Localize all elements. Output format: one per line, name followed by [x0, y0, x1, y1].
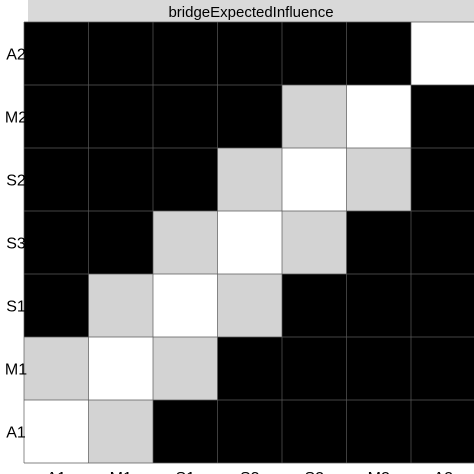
heatmap-cell-S3-A1: [24, 211, 89, 274]
heatmap-cell-M1-M2: [346, 337, 411, 400]
heatmap-cell-S1-A2: [411, 274, 474, 337]
chart-title: bridgeExpectedInfluence: [168, 4, 333, 21]
heatmap-cell-M2-S3: [217, 85, 282, 148]
y-tick-label-M2: M2: [5, 110, 27, 127]
heatmap-cell-S2-S2: [282, 148, 347, 211]
heatmap-cell-A2-A1: [24, 22, 89, 85]
y-tick-label-S3: S3: [6, 236, 26, 253]
heatmap-cell-S2-M2: [346, 148, 411, 211]
heatmap-cell-M1-A1: [24, 337, 89, 400]
y-tick-labels: A2 M2 S2 S3 S1 M1 A1: [5, 47, 27, 442]
heatmap-cell-M2-S1: [153, 85, 218, 148]
heatmap-cell-M2-A2: [411, 85, 474, 148]
y-tick-label-S2: S2: [6, 173, 26, 190]
heatmap-cell-M1-M1: [88, 337, 153, 400]
heatmap-cell-M2-S2: [282, 85, 347, 148]
heatmap-cell-M1-A2: [411, 337, 474, 400]
heatmap-cell-M2-M2: [346, 85, 411, 148]
heatmap-cell-A2-S1: [153, 22, 218, 85]
cells-layer: [24, 22, 474, 463]
heatmap-cell-A1-S3: [217, 400, 282, 463]
heatmap-cell-S3-A2: [411, 211, 474, 274]
x-tick-label-M2: M2: [368, 470, 390, 474]
y-tick-label-A1: A1: [6, 425, 26, 442]
heatmap-cell-S1-M2: [346, 274, 411, 337]
heatmap-cell-A1-A1: [24, 400, 89, 463]
heatmap-cell-S1-S2: [282, 274, 347, 337]
heatmap-cell-S1-S1: [153, 274, 218, 337]
heatmap-cell-S3-S2: [282, 211, 347, 274]
heatmap-cell-A1-M1: [88, 400, 153, 463]
heatmap-cell-A1-S2: [282, 400, 347, 463]
heatmap-cell-S2-S3: [217, 148, 282, 211]
heatmap-cell-S3-M2: [346, 211, 411, 274]
heatmap-cell-S3-M1: [88, 211, 153, 274]
heatmap-cell-M2-A1: [24, 85, 89, 148]
x-tick-label-A2: A2: [433, 470, 453, 474]
heatmap-cell-S2-A1: [24, 148, 89, 211]
heatmap-cell-S1-M1: [88, 274, 153, 337]
y-tick-label-A2: A2: [6, 47, 26, 64]
x-tick-label-S3: S3: [240, 470, 260, 474]
heatmap-cell-M2-M1: [88, 85, 153, 148]
x-tick-label-S2: S2: [304, 470, 324, 474]
heatmap-cell-S1-S3: [217, 274, 282, 337]
heatmap-cell-M1-S2: [282, 337, 347, 400]
heatmap-cell-S3-S1: [153, 211, 218, 274]
heatmap-cell-M1-S1: [153, 337, 218, 400]
heatmap-cell-S2-A2: [411, 148, 474, 211]
heatmap-cell-A2-M1: [88, 22, 153, 85]
title-strip: [28, 0, 474, 22]
heatmap-cell-A2-S2: [282, 22, 347, 85]
y-tick-label-M1: M1: [5, 362, 27, 379]
heatmap-cell-M1-S3: [217, 337, 282, 400]
heatmap-cell-A2-M2: [346, 22, 411, 85]
x-tick-label-S1: S1: [175, 470, 195, 474]
heatmap-cell-S2-M1: [88, 148, 153, 211]
heatmap-cell-A2-A2: [411, 22, 474, 85]
x-tick-label-M1: M1: [110, 470, 132, 474]
grid-layer: [23, 21, 474, 464]
y-tick-label-S1: S1: [6, 299, 26, 316]
heatmap-cell-A2-S3: [217, 22, 282, 85]
heatmap-cell-S3-S3: [217, 211, 282, 274]
x-tick-labels: A1 M1 S1 S3 S2 M2 A2: [46, 470, 453, 474]
heatmap-cell-A1-S1: [153, 400, 218, 463]
heatmap-cell-S1-A1: [24, 274, 89, 337]
heatmap-cell-A1-M2: [346, 400, 411, 463]
x-tick-label-A1: A1: [46, 470, 66, 474]
heatmap-cell-A1-A2: [411, 400, 474, 463]
heatmap-cell-S2-S1: [153, 148, 218, 211]
